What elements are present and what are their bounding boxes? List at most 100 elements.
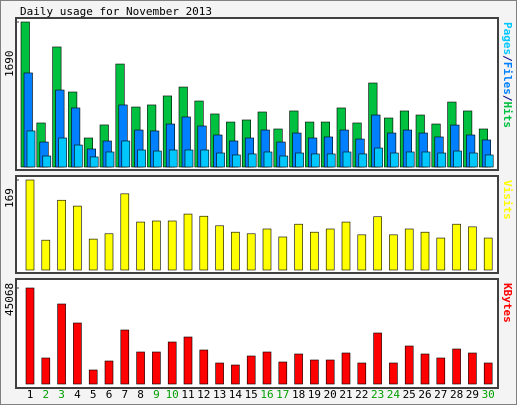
bar — [215, 225, 224, 271]
bar — [41, 357, 51, 385]
y-tick-label: 45068 — [3, 283, 16, 316]
legend-separator: / — [501, 95, 514, 102]
bar — [325, 359, 335, 385]
bar — [295, 152, 304, 168]
bar — [74, 144, 83, 168]
bar — [421, 151, 431, 168]
bar — [104, 233, 114, 271]
x-tick-label: 16 — [260, 388, 273, 401]
bar — [483, 237, 493, 271]
bar — [88, 369, 98, 385]
bar — [231, 364, 240, 385]
bar — [294, 353, 303, 385]
bar — [183, 336, 193, 385]
legend: Visits — [501, 180, 514, 220]
bar — [57, 199, 66, 271]
bar — [104, 360, 114, 385]
bar — [73, 322, 82, 385]
bar — [278, 361, 288, 385]
bar — [436, 237, 446, 271]
bar — [389, 362, 398, 385]
bar — [469, 152, 478, 168]
y-tick-label: 1690 — [3, 51, 16, 78]
bar — [199, 349, 209, 385]
bar — [404, 228, 414, 271]
bar — [26, 130, 36, 168]
bar — [436, 357, 446, 385]
x-tick-label: 8 — [137, 388, 144, 401]
bar — [357, 362, 367, 385]
x-tick-label: 6 — [106, 388, 113, 401]
bar — [326, 153, 336, 168]
bar — [404, 345, 414, 385]
x-tick-label: 20 — [324, 388, 337, 401]
bar — [452, 348, 461, 385]
bar — [168, 149, 178, 168]
panel — [15, 278, 499, 389]
bar — [325, 228, 335, 271]
bar — [453, 150, 462, 168]
bar — [120, 193, 130, 271]
x-tick-label: 4 — [74, 388, 81, 401]
bar — [121, 140, 131, 168]
bar — [120, 329, 130, 385]
legend-entry: Visits — [501, 180, 514, 220]
bar — [25, 287, 35, 385]
x-tick-label: 3 — [58, 388, 65, 401]
x-tick-label: 10 — [166, 388, 179, 401]
x-tick-label: 17 — [276, 388, 289, 401]
x-tick-label: 13 — [213, 388, 226, 401]
x-tick-label: 21 — [339, 388, 352, 401]
bar — [358, 153, 368, 168]
bar — [89, 156, 99, 168]
bar — [152, 220, 161, 271]
bar — [468, 352, 477, 385]
x-tick-label: 11 — [181, 388, 194, 401]
x-tick-label: 18 — [292, 388, 305, 401]
bar — [58, 137, 67, 168]
bar — [246, 233, 256, 271]
bar — [184, 149, 194, 168]
bar — [341, 221, 351, 271]
bar — [311, 153, 320, 168]
x-tick-label: 25 — [403, 388, 416, 401]
bar — [183, 213, 193, 271]
bar — [262, 228, 272, 271]
bar — [263, 151, 273, 168]
bar — [342, 151, 352, 168]
bar — [153, 150, 162, 168]
bar — [374, 147, 383, 168]
bar — [483, 362, 493, 385]
bar — [452, 223, 461, 271]
bar — [216, 152, 225, 168]
bar — [105, 151, 115, 168]
bar — [373, 332, 382, 385]
x-tick-label: 19 — [308, 388, 321, 401]
legend-entry: Files — [501, 62, 514, 95]
bar — [405, 151, 415, 168]
legend: KBytes — [501, 283, 514, 323]
x-tick-label: 28 — [450, 388, 463, 401]
legend: Pages/Files/Hits — [501, 22, 514, 128]
bar — [42, 155, 52, 168]
bar — [357, 234, 367, 271]
bar — [420, 353, 430, 385]
bar — [246, 355, 256, 385]
bar — [152, 351, 161, 385]
bar — [278, 236, 288, 271]
bar — [468, 226, 477, 271]
bar — [294, 223, 303, 271]
x-tick-label: 22 — [355, 388, 368, 401]
bar — [200, 149, 210, 168]
x-tick-label: 29 — [466, 388, 479, 401]
bar — [279, 155, 289, 168]
bar — [373, 216, 382, 271]
bar — [232, 154, 241, 168]
x-tick-label: 2 — [42, 388, 49, 401]
x-tick-label: 15 — [245, 388, 258, 401]
bar — [231, 231, 240, 271]
bar — [41, 239, 51, 271]
legend-separator: / — [501, 55, 514, 62]
x-tick-label: 23 — [371, 388, 384, 401]
